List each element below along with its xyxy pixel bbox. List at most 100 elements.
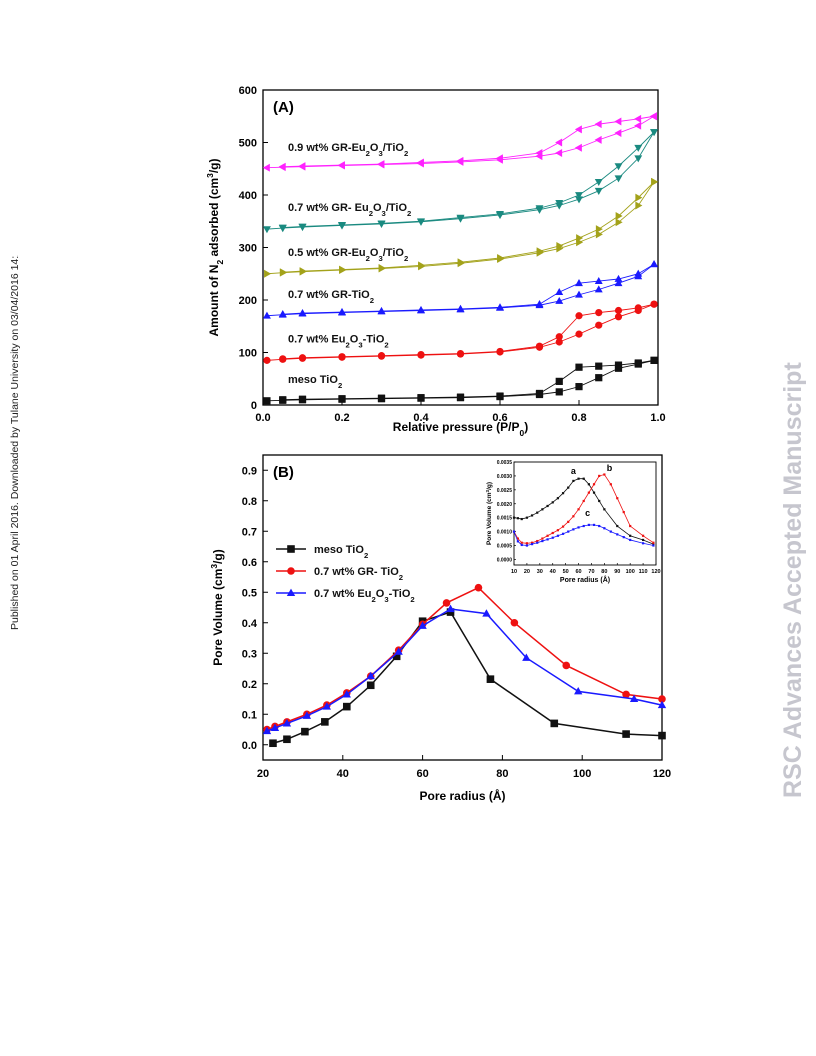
inset-data-point [592, 523, 596, 527]
data-point [650, 356, 658, 364]
data-point [555, 149, 563, 157]
data-point [575, 383, 583, 391]
inset-data-point [551, 531, 554, 535]
inset-data-point [616, 524, 619, 528]
y-tick-label: 500 [239, 138, 257, 150]
data-point [614, 306, 623, 315]
data-point [575, 290, 583, 298]
data-point [555, 388, 563, 396]
data-point [594, 135, 602, 144]
x-tick-label: 120 [653, 768, 671, 780]
inset-data-point [587, 483, 590, 486]
inset-y-tick-label: 0.0030 [497, 474, 513, 480]
series-label: 0.5 wt% GR-Eu2O3/TiO2 [288, 247, 408, 263]
inset-data-point [541, 539, 544, 543]
legend-label: meso TiO2 [314, 544, 368, 560]
inset-x-tick-label: 120 [651, 569, 660, 575]
data-point [457, 258, 465, 267]
inset-data-point [536, 511, 539, 514]
y-tick-label: 0.2 [242, 679, 257, 691]
data-point [595, 374, 603, 382]
y-tick-label: 0.1 [242, 709, 257, 721]
panel-label: (A) [273, 99, 294, 116]
inset-x-axis-title: Pore radius (Å) [560, 575, 610, 584]
data-point [634, 269, 643, 277]
y-tick-label: 0.0 [242, 740, 257, 752]
data-point [650, 129, 659, 137]
inset-y-tick-label: 0.0025 [497, 488, 513, 494]
inset-y-axis-title: Pore Volume (cm3/g) [485, 482, 494, 545]
x-axis-title: Pore radius (Å) [419, 788, 505, 803]
data-point [263, 356, 271, 364]
data-point [535, 149, 543, 157]
inset-data-point [641, 534, 645, 537]
inset-data-point [561, 525, 565, 528]
isotherm-series [264, 177, 659, 278]
inset-data-point [541, 508, 544, 511]
data-point [392, 652, 401, 661]
inset-data-point [512, 516, 516, 519]
data-point [298, 395, 307, 403]
inset-curve-label: a [571, 466, 577, 476]
pore-series [269, 608, 666, 748]
data-point [650, 300, 658, 308]
data-point [622, 730, 630, 738]
inset-y-tick-label: 0.0020 [497, 502, 513, 508]
x-tick-label: 40 [337, 768, 349, 780]
data-point [394, 647, 403, 655]
data-point [575, 279, 583, 287]
inset-data-point [587, 523, 590, 527]
data-point [322, 702, 332, 710]
inset-data-point [561, 492, 565, 495]
data-point [269, 739, 277, 748]
data-point [377, 394, 386, 402]
data-point [629, 694, 639, 703]
inset-data-point [520, 543, 523, 547]
data-point [575, 196, 583, 204]
inset-x-tick-label: 20 [524, 569, 530, 575]
data-point [657, 700, 667, 709]
data-point [595, 309, 603, 317]
panel-label: (B) [273, 464, 294, 481]
inset-x-tick-label: 60 [575, 569, 581, 575]
inset-data-point [582, 524, 585, 528]
data-point [338, 307, 346, 315]
publication-note-text: Published on 01 April 2016. Downloaded b… [9, 255, 21, 630]
data-point [262, 226, 271, 234]
chart-b-pore-size: 20 40 60 80 100 120 0.0 0.1 0.2 0.3 0.4 0.5 0.6 0.7 0.… [209, 454, 671, 803]
pore-series [263, 583, 666, 734]
data-point [321, 718, 329, 726]
inset-data-point [629, 538, 632, 542]
isotherm-series [262, 112, 657, 172]
x-tick-label: 0.4 [413, 412, 429, 424]
data-point [536, 247, 544, 256]
data-point [279, 355, 287, 363]
inset-data-point [556, 497, 559, 500]
inset-data-point [603, 508, 606, 511]
data-point [562, 661, 571, 670]
data-point [417, 351, 425, 359]
inset-data-point [525, 542, 529, 545]
y-tick-label: 600 [239, 85, 257, 97]
isotherm-series [263, 300, 658, 364]
y-tick-label: 300 [239, 243, 257, 255]
data-point [474, 583, 483, 592]
data-point [366, 671, 375, 680]
series-label: meso TiO2 [288, 374, 342, 390]
x-axis-title: Relative pressure (P/P0) [393, 420, 528, 438]
inset-data-point [530, 543, 534, 546]
inset-data-point [582, 477, 585, 480]
x-tick-label: 0.8 [571, 412, 586, 424]
data-point [495, 154, 503, 163]
data-point [595, 321, 603, 329]
series-label: 0.9 wt% GR-Eu2O3/TiO2 [288, 142, 408, 158]
inset-y-tick-label: 0.0035 [497, 460, 513, 466]
inset-data-point [622, 536, 625, 539]
inset-data-point [641, 542, 645, 545]
inset-data-point [598, 499, 601, 503]
data-point [496, 303, 504, 311]
inset-curve-label: b [607, 463, 613, 473]
y-tick-label: 0.3 [242, 648, 257, 660]
x-tick-label: 60 [416, 768, 428, 780]
inset-data-point [587, 491, 590, 494]
